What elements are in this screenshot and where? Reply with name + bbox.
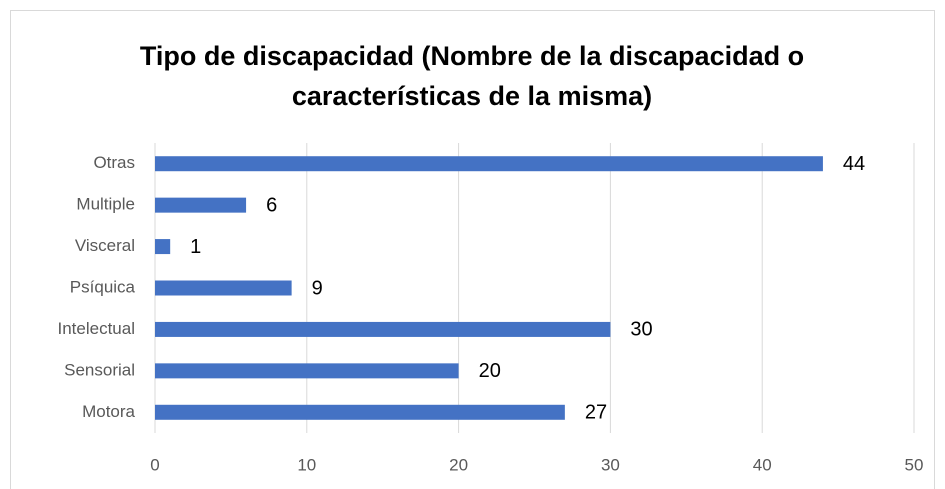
data-label: 20: [479, 360, 501, 382]
data-label: 27: [585, 402, 607, 424]
y-tick-label: Visceral: [75, 236, 135, 255]
y-tick-label: Psíquica: [70, 277, 136, 296]
y-tick-label: Intelectual: [58, 319, 136, 338]
bar: [155, 156, 823, 172]
y-tick-label: Motora: [82, 402, 135, 421]
bar: [155, 239, 171, 255]
data-label: 1: [190, 236, 201, 258]
bar: [155, 197, 247, 213]
y-tick-label: Sensorial: [64, 360, 135, 379]
data-label: 6: [266, 194, 277, 216]
x-tick-label: 50: [905, 455, 924, 474]
data-label: 30: [630, 319, 652, 341]
bar: [155, 404, 565, 420]
x-tick-label: 30: [601, 455, 620, 474]
data-label: 9: [312, 277, 323, 299]
y-tick-label: Multiple: [76, 195, 135, 214]
x-tick-label: 10: [297, 455, 316, 474]
bar: [155, 321, 611, 337]
data-label: 44: [843, 153, 865, 175]
bar: [155, 280, 292, 296]
y-tick-label: Otras: [93, 153, 135, 172]
x-tick-label: 0: [150, 455, 159, 474]
chart-border: [10, 10, 935, 489]
x-tick-label: 40: [753, 455, 772, 474]
bar: [155, 363, 459, 379]
x-tick-label: 20: [449, 455, 468, 474]
chart-title: Tipo de discapacidad (Nombre de la disca…: [139, 41, 805, 111]
